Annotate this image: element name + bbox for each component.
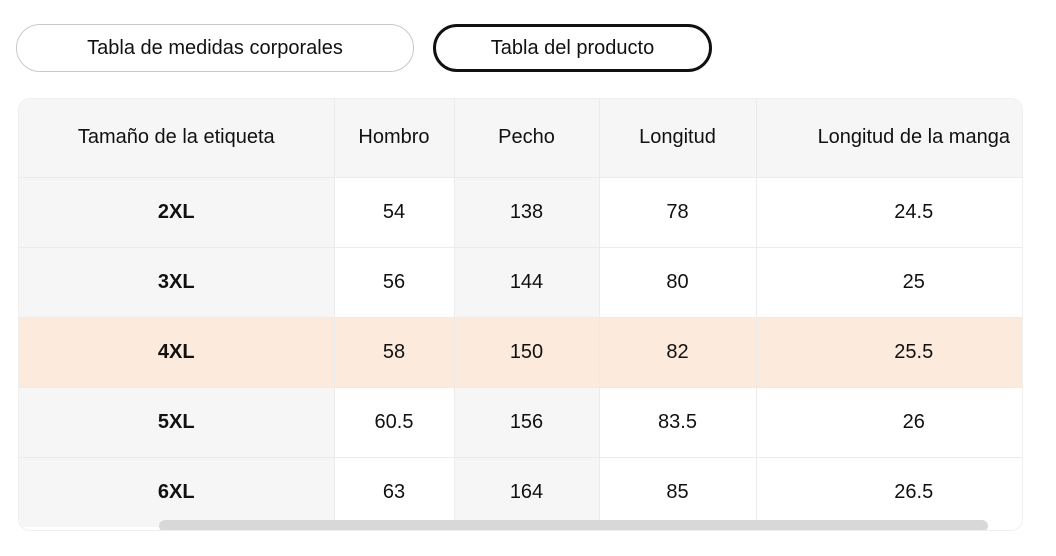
size-cell: 2XL (19, 177, 335, 248)
horizontal-scrollbar-thumb[interactable] (159, 520, 988, 530)
chest-value-cell: 150 (454, 317, 600, 388)
shoulder-value-cell: 60.5 (334, 387, 455, 458)
size-cell: 3XL (19, 247, 335, 318)
sleeve-length-value-cell: 24.5 (756, 177, 1022, 248)
column-header-chest: Pecho (454, 99, 600, 178)
table-row: 4XL 58 150 82 25.5 (19, 317, 1022, 388)
tab-body-measurements[interactable]: Tabla de medidas corporales (16, 24, 414, 72)
chart-type-tabs: Tabla de medidas corporales Tabla del pr… (16, 24, 712, 72)
table-row: 5XL 60.5 156 83.5 26 (19, 387, 1022, 458)
column-header-length: Longitud (599, 99, 757, 178)
header-row: Tamaño de la etiqueta Hombro Pecho Longi… (19, 99, 1022, 178)
size-cell: 4XL (19, 317, 335, 388)
column-header-sleeve-length: Longitud de la manga (756, 99, 1022, 178)
column-header-shoulder: Hombro (334, 99, 455, 178)
shoulder-value-cell: 58 (334, 317, 455, 388)
table-row: 3XL 56 144 80 25 (19, 247, 1022, 318)
size-cell: 5XL (19, 387, 335, 458)
shoulder-value-cell: 56 (334, 247, 455, 318)
table-row: 6XL 63 164 85 26.5 (19, 457, 1022, 527)
chest-value-cell: 156 (454, 387, 600, 458)
length-value-cell: 85 (599, 457, 757, 527)
length-value-cell: 78 (599, 177, 757, 248)
length-value-cell: 83.5 (599, 387, 757, 458)
table-scroll-area[interactable]: Tamaño de la etiqueta Hombro Pecho Longi… (19, 99, 1022, 530)
chest-value-cell: 164 (454, 457, 600, 527)
chest-value-cell: 138 (454, 177, 600, 248)
size-cell: 6XL (19, 457, 335, 527)
sleeve-length-value-cell: 25.5 (756, 317, 1022, 388)
length-value-cell: 82 (599, 317, 757, 388)
column-header-label-size: Tamaño de la etiqueta (19, 99, 335, 178)
sleeve-length-value-cell: 26.5 (756, 457, 1022, 527)
size-chart-table: Tamaño de la etiqueta Hombro Pecho Longi… (19, 99, 1022, 527)
sleeve-length-value-cell: 26 (756, 387, 1022, 458)
tab-product-measurements[interactable]: Tabla del producto (433, 24, 712, 72)
sleeve-length-value-cell: 25 (756, 247, 1022, 318)
chest-value-cell: 144 (454, 247, 600, 318)
table-row: 2XL 54 138 78 24.5 (19, 177, 1022, 248)
shoulder-value-cell: 54 (334, 177, 455, 248)
length-value-cell: 80 (599, 247, 757, 318)
shoulder-value-cell: 63 (334, 457, 455, 527)
size-chart-card: Tamaño de la etiqueta Hombro Pecho Longi… (18, 98, 1023, 531)
